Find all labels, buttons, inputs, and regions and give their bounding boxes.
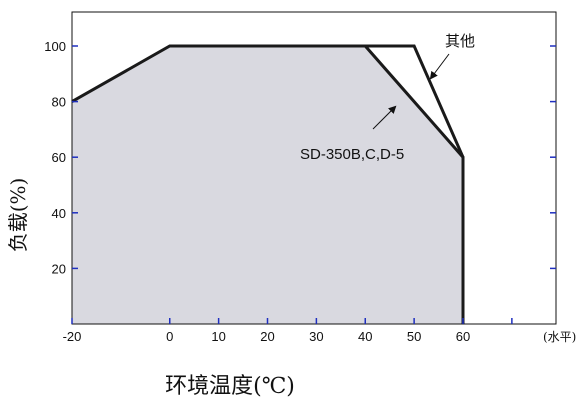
y-tick-label: 60 <box>52 150 66 165</box>
x-unit-label: (水平) <box>543 330 576 344</box>
x-tick-label: 40 <box>358 329 372 344</box>
x-tick-label: 10 <box>211 329 225 344</box>
x-tick-label: 60 <box>456 329 470 344</box>
annotation-layer: 其他 SD-350B,C,D-5 <box>300 33 475 163</box>
x-tick-label: 30 <box>309 329 323 344</box>
x-tick-label: 20 <box>260 329 274 344</box>
annotation-other: 其他 <box>445 33 475 50</box>
tick-layer: -20 0 10 20 30 40 50 60 20 40 60 80 100 <box>44 39 556 344</box>
plot-frame <box>71 11 557 325</box>
annotation-sd-350b: SD-350B,C,D-5 <box>300 146 404 163</box>
y-tick-label: 20 <box>52 261 66 276</box>
x-tick-label: 50 <box>407 329 421 344</box>
y-tick-label: 100 <box>44 39 66 54</box>
annotation-arrow-other <box>429 53 450 80</box>
y-tick-label: 80 <box>52 95 66 110</box>
line-layer <box>71 44 465 324</box>
x-tick-label: 0 <box>166 329 173 344</box>
annotation-arrow-sd-350b <box>372 105 397 130</box>
y-tick-label: 40 <box>52 206 66 221</box>
series-area-sd-350b <box>72 46 463 324</box>
area-layer <box>72 46 463 324</box>
y-axis-title: 负载(%) <box>6 178 30 253</box>
series-line-other <box>365 44 465 158</box>
x-axis-title: 环境温度(℃) <box>165 374 295 399</box>
x-tick-label: -20 <box>63 329 82 344</box>
